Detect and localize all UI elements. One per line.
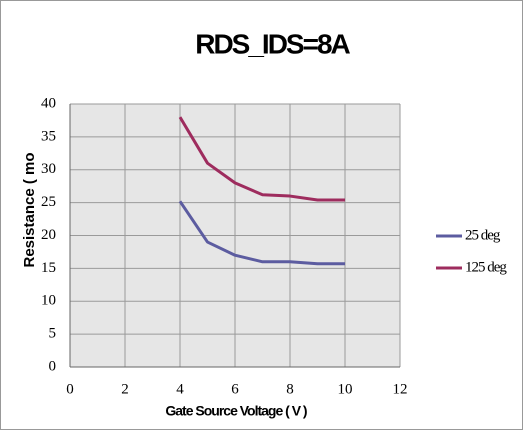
x-tick-label: 4 [176, 381, 184, 397]
y-tick-label: 25 [41, 194, 56, 210]
x-tick-label: 10 [338, 381, 353, 397]
y-tick-label: 30 [41, 161, 56, 177]
legend-label: 125 deg [465, 259, 507, 275]
y-axis-label: Resistance ( mo [21, 152, 38, 267]
x-tick-label: 8 [286, 381, 294, 397]
x-tick-label: 2 [121, 381, 129, 397]
series-line [178, 116, 345, 202]
x-tick-label: 12 [393, 381, 408, 397]
series-line [178, 200, 345, 266]
y-tick-label: 10 [41, 293, 56, 309]
x-axis-label: Gate Source Voltage ( V ) [165, 403, 307, 419]
y-tick-label: 35 [41, 128, 56, 144]
y-tick-label: 15 [41, 260, 56, 276]
x-tick-label: 6 [231, 381, 239, 397]
y-tick-label: 20 [41, 227, 56, 243]
y-tick-label: 0 [49, 358, 57, 374]
chart-title: RDS_IDS=8A [195, 28, 350, 59]
x-tick-label: 0 [66, 381, 74, 397]
y-tick-label: 5 [49, 326, 57, 342]
legend-label: 25 deg [465, 227, 501, 243]
y-tick-label: 40 [41, 95, 56, 111]
